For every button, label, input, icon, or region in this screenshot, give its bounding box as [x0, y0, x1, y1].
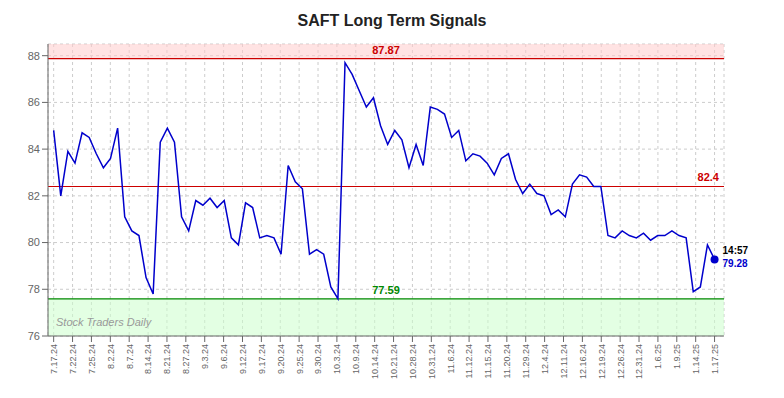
svg-text:86: 86 — [28, 96, 40, 108]
svg-text:80: 80 — [28, 236, 40, 248]
svg-text:78: 78 — [28, 283, 40, 295]
svg-text:82: 82 — [28, 190, 40, 202]
svg-text:8.21.24: 8.21.24 — [162, 344, 172, 374]
svg-text:9.3.24: 9.3.24 — [200, 344, 210, 369]
svg-text:12.31.24: 12.31.24 — [634, 344, 644, 379]
svg-text:10.21.24: 10.21.24 — [389, 344, 399, 379]
svg-text:9.25.24: 9.25.24 — [295, 344, 305, 374]
svg-text:10.28.24: 10.28.24 — [408, 344, 418, 379]
svg-text:11.20.24: 11.20.24 — [502, 344, 512, 378]
html-text:Stock Traders Daily: Stock Traders Daily — [56, 316, 152, 328]
svg-text:7.25.24: 7.25.24 — [87, 344, 97, 374]
svg-text:11.12.24: 11.12.24 — [464, 344, 474, 378]
svg-text:9.20.24: 9.20.24 — [276, 344, 286, 374]
svg-text:10.3.24: 10.3.24 — [332, 344, 342, 374]
svg-text:12.11.24: 12.11.24 — [559, 344, 569, 378]
svg-text:8.27.24: 8.27.24 — [181, 344, 191, 374]
svg-text:84: 84 — [28, 143, 40, 155]
svg-text:12.19.24: 12.19.24 — [597, 344, 607, 379]
svg-text:7.22.24: 7.22.24 — [68, 344, 78, 374]
svg-text:76: 76 — [28, 330, 40, 342]
svg-text:11.15.24: 11.15.24 — [483, 344, 493, 378]
svg-text:10.14.24: 10.14.24 — [370, 344, 380, 379]
svg-text:10.9.24: 10.9.24 — [351, 344, 361, 374]
svg-text:1.14.25: 1.14.25 — [691, 344, 701, 374]
svg-text:79.28: 79.28 — [723, 258, 748, 269]
svg-text:88: 88 — [28, 50, 40, 62]
svg-text:7.17.24: 7.17.24 — [49, 344, 59, 374]
svg-text:1.6.25: 1.6.25 — [653, 344, 663, 369]
svg-text:11.29.24: 11.29.24 — [521, 344, 531, 378]
svg-text:1.17.25: 1.17.25 — [710, 344, 720, 374]
svg-text:8.7.24: 8.7.24 — [125, 344, 135, 369]
svg-text:9.6.24: 9.6.24 — [219, 344, 229, 369]
svg-text:12.4.24: 12.4.24 — [540, 344, 550, 374]
svg-text:10.31.24: 10.31.24 — [427, 344, 437, 379]
svg-text:82.4: 82.4 — [698, 171, 720, 183]
svg-text:12.26.24: 12.26.24 — [616, 344, 626, 379]
svg-text:12.16.24: 12.16.24 — [578, 344, 588, 379]
svg-text:9.17.24: 9.17.24 — [257, 344, 267, 374]
svg-text:14:57: 14:57 — [723, 245, 749, 256]
html-text:SAFT Long Term Signals: SAFT Long Term Signals — [297, 12, 487, 29]
svg-text:9.30.24: 9.30.24 — [313, 344, 323, 374]
svg-text:8.2.24: 8.2.24 — [106, 344, 116, 369]
svg-text:87.87: 87.87 — [372, 44, 400, 56]
svg-text:11.6.24: 11.6.24 — [446, 344, 456, 373]
svg-text:1.9.25: 1.9.25 — [672, 344, 682, 369]
svg-text:8.14.24: 8.14.24 — [143, 344, 153, 374]
svg-text:77.59: 77.59 — [372, 284, 400, 296]
svg-text:9.12.24: 9.12.24 — [238, 344, 248, 374]
